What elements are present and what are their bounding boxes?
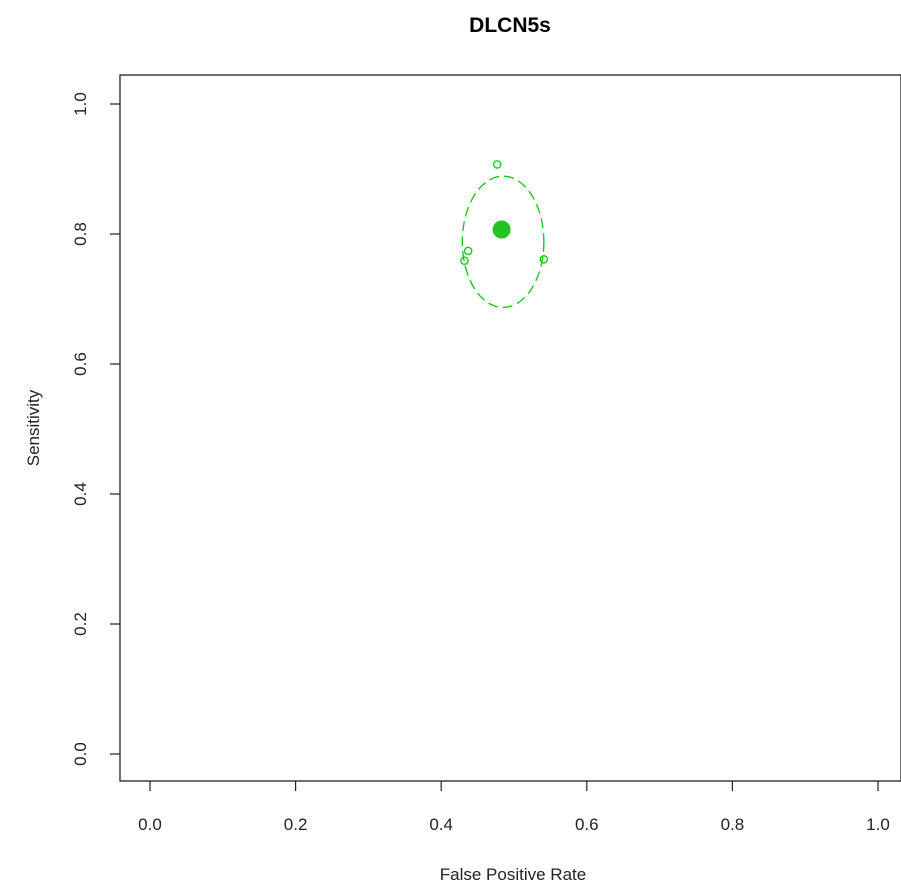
x-tick-label: 0.4 [429, 815, 453, 834]
y-tick-label: 0.4 [71, 482, 90, 506]
study-point [539, 255, 549, 264]
chart-title: DLCN5s [469, 14, 551, 37]
study-point [492, 160, 502, 169]
y-axis: 0.0 0.2 0.4 0.6 0.8 1.0 [71, 92, 120, 766]
study-point [460, 256, 469, 265]
x-axis-label: False Positive Rate [440, 865, 586, 884]
x-tick-label: 0.6 [575, 815, 599, 834]
plot-frame [119, 74, 901, 782]
x-tick-label: 1.0 [866, 815, 890, 834]
study-point [463, 246, 473, 256]
x-axis: 0.0 0.2 0.4 0.6 0.8 1.0 [138, 781, 890, 834]
y-tick-label: 0.8 [71, 222, 90, 246]
x-tick-label: 0.2 [284, 815, 308, 834]
y-tick-label: 0.6 [71, 352, 90, 376]
summary-point [492, 220, 511, 239]
y-axis-label: Sensitivity [24, 389, 43, 466]
y-tick-label: 1.0 [71, 92, 90, 116]
y-tick-label: 0.2 [71, 612, 90, 636]
x-tick-label: 0.0 [138, 815, 162, 834]
plot-area [460, 160, 549, 309]
y-tick-label: 0.0 [71, 742, 90, 766]
x-tick-label: 0.8 [721, 815, 745, 834]
confidence-region [461, 175, 545, 309]
